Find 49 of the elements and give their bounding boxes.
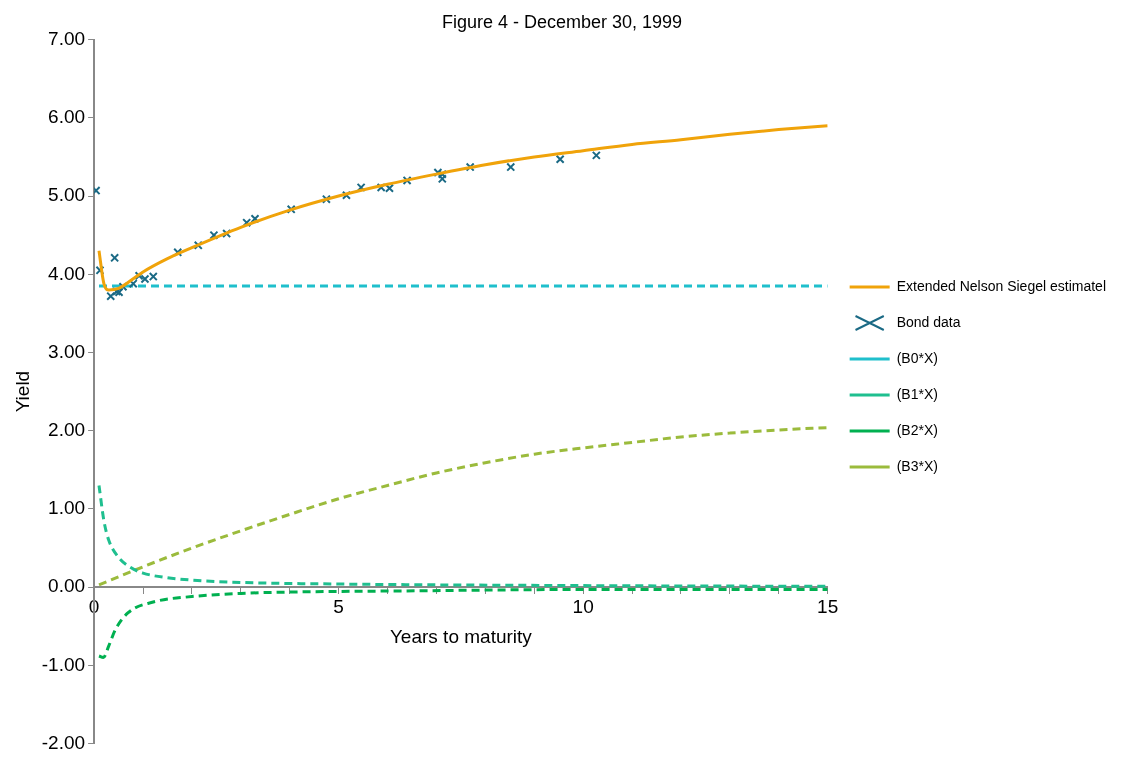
point <box>148 272 158 282</box>
point <box>250 214 260 224</box>
y-tick-label: 6.00 <box>48 106 86 128</box>
point <box>173 247 183 257</box>
point <box>134 271 144 281</box>
point <box>193 240 203 250</box>
point <box>384 183 395 193</box>
x-tick-label: 10 <box>572 595 594 617</box>
x-axis-title: Years to maturity <box>389 625 533 647</box>
y-tick-label: 4.00 <box>48 262 86 284</box>
y-tick-label: -1.00 <box>41 653 86 675</box>
point <box>506 162 516 172</box>
point <box>209 230 219 240</box>
y-tick-label: 2.00 <box>48 418 86 440</box>
point <box>128 279 138 289</box>
point <box>356 182 366 192</box>
line-series <box>97 124 828 292</box>
chart-title: Figure 4 - December 30, 1999 <box>441 11 683 32</box>
y-tick-label: 3.00 <box>48 340 86 362</box>
point <box>376 182 386 192</box>
point <box>242 218 252 228</box>
point <box>402 175 412 185</box>
legend-label: Extended Nelson Siegel estimatel <box>896 277 1106 294</box>
point <box>106 291 116 301</box>
y-tick-label: 5.00 <box>48 184 86 206</box>
point <box>140 274 150 284</box>
point <box>110 253 120 263</box>
legend-label: (B3*X) <box>896 457 938 474</box>
point <box>95 265 105 275</box>
legend-label: (B1*X) <box>896 385 938 402</box>
point <box>465 162 475 172</box>
legend-label: (B0*X) <box>896 349 938 366</box>
point <box>321 194 331 204</box>
point <box>286 204 296 214</box>
point <box>341 190 351 200</box>
y-tick-label: -2.00 <box>41 731 86 753</box>
y-tick-label: 0.00 <box>48 575 86 597</box>
x-tick-label: 5 <box>333 595 344 617</box>
legend-label: Bond data <box>896 313 961 330</box>
point <box>591 150 601 160</box>
y-axis-title: Yield <box>11 370 33 413</box>
line-series <box>97 483 828 588</box>
y-tick-label: 7.00 <box>48 27 86 49</box>
line-series <box>97 426 828 587</box>
point <box>222 229 232 239</box>
legend-label: (B2*X) <box>896 421 938 438</box>
point <box>555 154 565 164</box>
y-tick-label: 1.00 <box>48 497 86 519</box>
x-tick-label: 15 <box>817 595 839 617</box>
